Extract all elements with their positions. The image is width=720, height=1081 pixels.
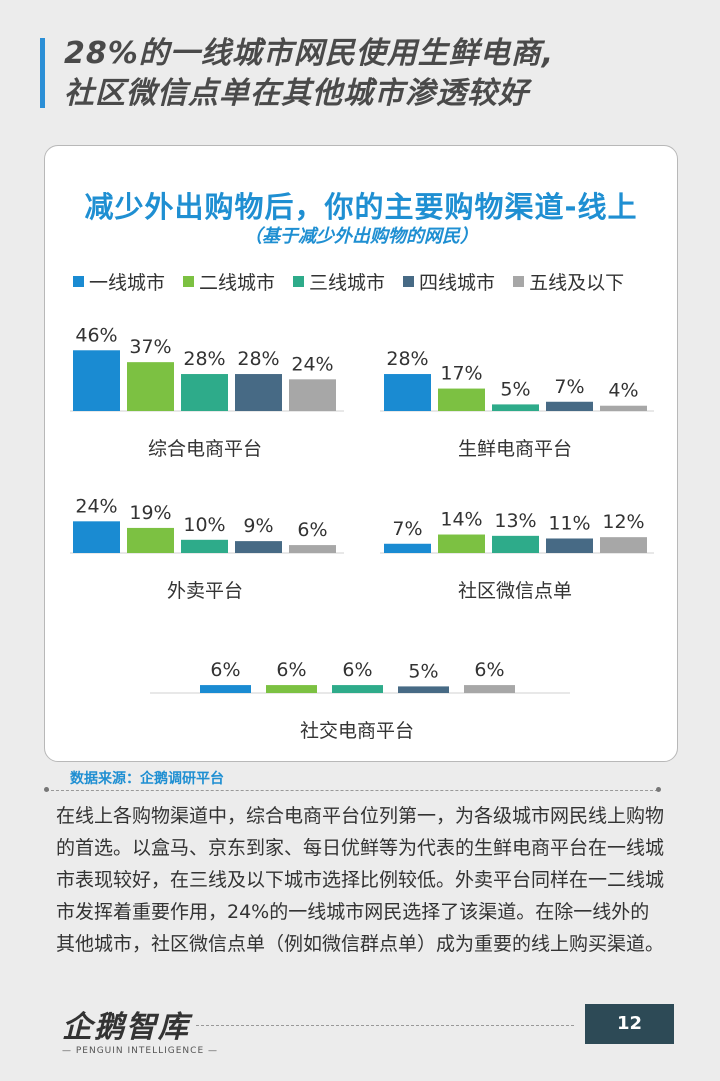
data-label: 24% <box>291 353 333 375</box>
bar <box>546 538 593 553</box>
bar <box>289 379 336 411</box>
source-divider <box>46 790 658 791</box>
page-title-line1: 28%的一线城市网民使用生鲜电商, <box>64 36 555 71</box>
bar <box>438 534 485 553</box>
legend-item: 一线城市 <box>73 268 165 295</box>
data-label: 28% <box>386 348 428 370</box>
data-label: 6% <box>276 659 306 681</box>
footer-divider <box>196 1025 574 1026</box>
data-label: 24% <box>75 495 117 517</box>
bar <box>384 543 431 553</box>
legend-item: 二线城市 <box>183 268 275 295</box>
bar <box>384 374 431 411</box>
page-title: 28%的一线城市网民使用生鲜电商, 社区微信点单在其他城市渗透较好 <box>64 34 704 114</box>
logo-text: 企鹅智库 <box>62 1010 190 1045</box>
data-label: 19% <box>129 502 171 524</box>
divider-dot-left <box>44 787 49 792</box>
category-label: 生鲜电商平台 <box>458 438 572 460</box>
bar <box>600 537 647 553</box>
bar <box>438 388 485 411</box>
category-label: 社区微信点单 <box>458 580 572 602</box>
data-label: 6% <box>342 659 372 681</box>
legend-swatch <box>293 276 305 287</box>
chart-card: 减少外出购物后，你的主要购物渠道-线上 （基于减少外出购物的网民） 一线城市 二线… <box>44 145 678 762</box>
data-label: 7% <box>392 518 422 540</box>
category-label: 社交电商平台 <box>300 720 414 742</box>
data-label: 4% <box>608 380 638 402</box>
bar <box>235 541 282 553</box>
bar <box>181 539 228 553</box>
data-label: 46% <box>75 324 117 346</box>
data-label: 28% <box>183 348 225 370</box>
bar <box>127 527 174 553</box>
brand-logo: 企鹅智库 — PENGUIN INTELLIGENCE — <box>62 1002 218 1056</box>
legend-label: 五线及以下 <box>529 272 625 294</box>
bar <box>600 405 647 411</box>
bar <box>464 685 515 693</box>
data-label: 10% <box>183 514 225 536</box>
bar <box>73 521 120 553</box>
data-label: 6% <box>297 519 327 541</box>
bar <box>289 545 336 553</box>
body-paragraph: 在线上各购物渠道中，综合电商平台位列第一，为各级城市网民线上购物的首选。以盒马、… <box>56 805 665 955</box>
divider-dot-right <box>656 787 661 792</box>
legend-label: 四线城市 <box>419 272 496 294</box>
data-label: 6% <box>210 659 240 681</box>
bar <box>398 686 449 693</box>
legend-swatch <box>403 276 415 287</box>
legend-label: 二线城市 <box>199 272 276 294</box>
data-label: 7% <box>554 376 584 398</box>
bar <box>181 374 228 411</box>
page-number: 12 <box>585 1004 674 1044</box>
chart-title: 减少外出购物后，你的主要购物渠道-线上 <box>84 190 638 224</box>
data-label: 14% <box>440 509 482 531</box>
legend-label: 一线城市 <box>89 272 166 294</box>
data-label: 9% <box>243 515 273 537</box>
legend-item: 四线城市 <box>403 268 495 295</box>
data-label: 6% <box>474 659 504 681</box>
bar <box>332 685 383 693</box>
legend-item: 三线城市 <box>293 268 385 295</box>
bar <box>492 404 539 411</box>
chart-legend: 一线城市 二线城市 三线城市 四线城市 五线及以下 <box>73 268 677 295</box>
data-source: 数据来源：企鹅调研平台 <box>70 771 224 787</box>
bar <box>200 685 251 693</box>
bar <box>127 362 174 411</box>
page-title-line2: 社区微信点单在其他城市渗透较好 <box>64 76 529 111</box>
data-label: 12% <box>602 511 644 533</box>
bar <box>235 374 282 411</box>
bar <box>492 535 539 553</box>
bar <box>266 685 317 693</box>
legend-swatch <box>513 276 525 287</box>
data-label: 13% <box>494 510 536 532</box>
category-label: 外卖平台 <box>167 580 243 602</box>
logo-subtext: — PENGUIN INTELLIGENCE — <box>62 1046 218 1056</box>
bar <box>73 350 120 411</box>
data-label: 5% <box>500 378 530 400</box>
legend-item: 五线及以下 <box>513 268 624 295</box>
chart-subtitle: （基于减少外出购物的网民） <box>244 226 478 247</box>
legend-label: 三线城市 <box>309 272 386 294</box>
data-label: 37% <box>129 336 171 358</box>
legend-swatch <box>73 276 84 287</box>
bar <box>546 401 593 411</box>
category-label: 综合电商平台 <box>148 438 262 460</box>
legend-swatch <box>183 276 195 287</box>
data-label: 17% <box>440 363 482 385</box>
title-accent-bar <box>40 38 45 108</box>
data-label: 11% <box>548 512 590 534</box>
data-label: 28% <box>237 348 279 370</box>
data-label: 5% <box>408 660 438 682</box>
